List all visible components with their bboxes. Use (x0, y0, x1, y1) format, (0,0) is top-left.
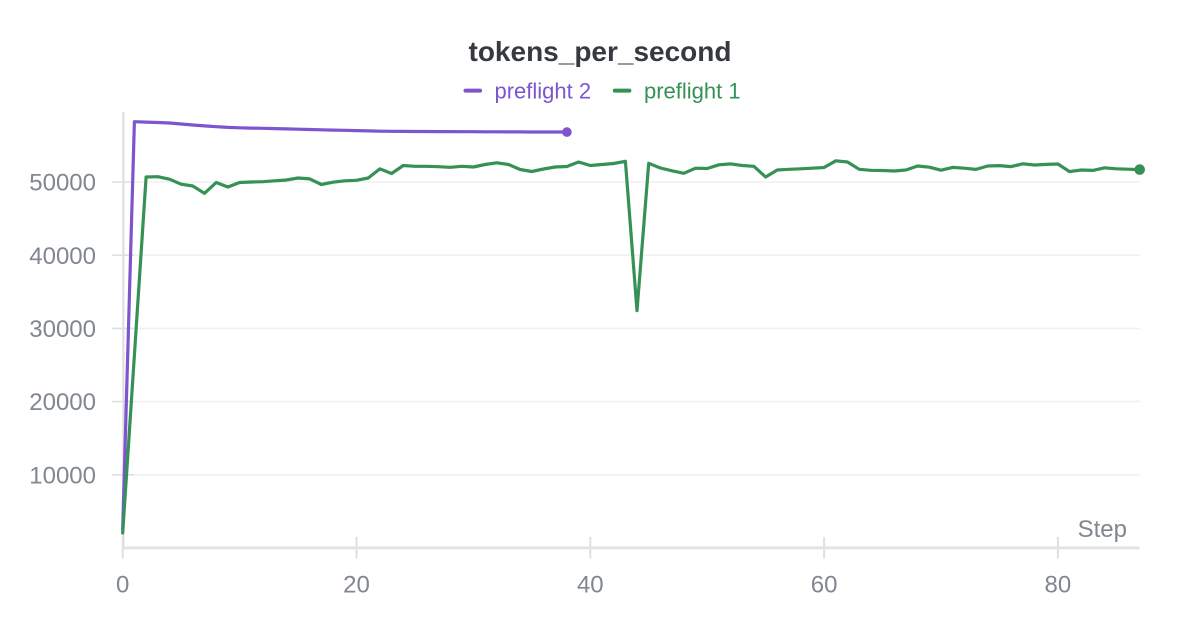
svg-text:80: 80 (1045, 572, 1072, 599)
svg-text:preflight 2: preflight 2 (495, 79, 592, 104)
svg-text:30000: 30000 (29, 316, 96, 343)
svg-text:0: 0 (116, 572, 129, 599)
svg-text:tokens_per_second: tokens_per_second (469, 36, 732, 67)
svg-text:20000: 20000 (29, 389, 96, 416)
svg-text:40: 40 (577, 572, 604, 599)
svg-text:10000: 10000 (29, 462, 96, 489)
svg-text:40000: 40000 (29, 243, 96, 270)
svg-text:60: 60 (811, 572, 838, 599)
svg-text:50000: 50000 (29, 170, 96, 197)
svg-text:preflight 1: preflight 1 (644, 79, 741, 104)
svg-text:Step: Step (1078, 516, 1127, 543)
svg-text:20: 20 (343, 572, 370, 599)
